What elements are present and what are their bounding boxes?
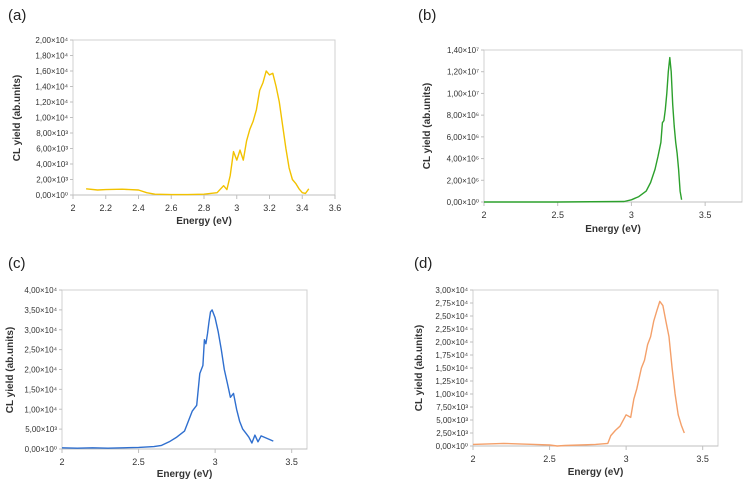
panel-label: (c) xyxy=(8,255,26,272)
y-tick-label: 3,00×10⁴ xyxy=(24,326,57,335)
series-line xyxy=(484,56,683,203)
y-tick-label: 3,00×10⁴ xyxy=(435,286,468,295)
x-axis-title: Energy (eV) xyxy=(176,216,232,227)
panel-label: (a) xyxy=(8,7,26,24)
y-tick-label: 5,00×10³ xyxy=(25,425,57,434)
y-tick-label: 2,00×10⁶ xyxy=(447,176,479,185)
y-tick-label: 4,00×10⁴ xyxy=(24,286,57,295)
x-tick-label: 3.5 xyxy=(699,210,712,220)
y-axis-title: CL yield (ab.units) xyxy=(5,327,16,414)
y-tick-label: 0,00×10⁰ xyxy=(436,442,468,451)
y-tick-label: 2,25×10⁴ xyxy=(435,325,468,334)
y-tick-label: 2,50×10³ xyxy=(436,429,468,438)
chart-panel-4: (d) 2 2.5 3 3.5 0,00×10⁰ 2,50×10³ 5,00×10³ 7,50×… xyxy=(414,255,719,478)
y-tick-label: 7,50×10³ xyxy=(436,403,468,412)
panel-label: (d) xyxy=(414,255,432,272)
y-tick-label: 5,00×10³ xyxy=(436,416,468,425)
x-tick-label: 2 xyxy=(59,457,64,467)
y-axis-title: CL yield (ab.units) xyxy=(12,75,23,162)
y-tick-label: 2,75×10⁴ xyxy=(435,299,468,308)
y-tick-label: 1,60×10⁴ xyxy=(35,67,68,76)
y-tick-label: 1,00×10⁴ xyxy=(24,405,57,414)
y-axis-title: CL yield (ab.units) xyxy=(414,325,425,412)
y-tick-label: 0,00×10⁰ xyxy=(447,198,479,207)
y-tick-label: 1,20×10⁴ xyxy=(35,98,68,107)
x-tick-label: 2 xyxy=(70,203,75,213)
x-tick-label: 2.4 xyxy=(132,203,145,213)
x-tick-label: 3 xyxy=(234,203,239,213)
panel-label: (b) xyxy=(418,7,436,24)
x-tick-label: 2 xyxy=(470,454,475,464)
y-tick-label: 2,00×10⁴ xyxy=(24,366,57,375)
x-tick-label: 3 xyxy=(213,457,218,467)
x-tick-label: 2.5 xyxy=(543,454,556,464)
y-tick-label: 6,00×10³ xyxy=(36,145,68,154)
y-tick-label: 0,00×10⁰ xyxy=(36,191,68,200)
x-axis-title: Energy (eV) xyxy=(585,224,641,235)
y-tick-label: 4,00×10⁶ xyxy=(447,155,479,164)
y-tick-label: 2,50×10⁴ xyxy=(24,346,57,355)
y-tick-label: 1,40×10⁴ xyxy=(35,83,68,92)
y-tick-label: 2,00×10⁴ xyxy=(435,338,468,347)
y-tick-label: 1,40×10⁷ xyxy=(447,46,479,55)
x-tick-label: 2.6 xyxy=(165,203,178,213)
y-tick-label: 3,50×10⁴ xyxy=(24,306,57,315)
y-axis-title: CL yield (ab.units) xyxy=(422,83,433,170)
x-tick-label: 3.2 xyxy=(263,203,276,213)
y-tick-label: 2,00×10⁴ xyxy=(35,36,68,45)
y-tick-label: 1,75×10⁴ xyxy=(435,351,468,360)
y-tick-label: 1,00×10⁷ xyxy=(447,89,479,98)
x-tick-label: 3.6 xyxy=(329,203,342,213)
y-tick-label: 1,00×10⁴ xyxy=(435,390,468,399)
x-tick-label: 3 xyxy=(624,454,629,464)
x-tick-label: 2.8 xyxy=(198,203,211,213)
chart-panel-2: (b) 2 2.5 3 3.5 0,00×10⁰ 2,00×10⁶ 4,00×10⁶ 6,00×… xyxy=(418,7,743,235)
series-line xyxy=(472,300,685,447)
x-tick-label: 3 xyxy=(629,210,634,220)
x-axis-title: Energy (eV) xyxy=(568,467,624,478)
x-tick-label: 2.2 xyxy=(99,203,112,213)
y-tick-label: 1,20×10⁷ xyxy=(447,68,479,77)
series-line xyxy=(61,309,274,449)
x-tick-label: 2.5 xyxy=(132,457,145,467)
y-tick-label: 1,50×10⁴ xyxy=(435,364,468,373)
chart-panel-3: (c) 2 2.5 3 3.5 0,00×10⁰ 5,00×10³ 1,00×10⁴ 1,50×… xyxy=(5,255,308,480)
x-axis-title: Energy (eV) xyxy=(157,469,213,480)
plot-frame xyxy=(72,39,336,196)
y-tick-label: 1,80×10⁴ xyxy=(35,52,68,61)
y-tick-label: 6,00×10⁶ xyxy=(447,133,479,142)
x-tick-label: 3.4 xyxy=(296,203,309,213)
y-tick-label: 1,00×10⁴ xyxy=(35,114,68,123)
y-tick-label: 4,00×10³ xyxy=(36,160,68,169)
plot-frame xyxy=(61,289,308,450)
plot-frame xyxy=(483,49,743,203)
x-tick-label: 2 xyxy=(481,210,486,220)
x-tick-label: 2.5 xyxy=(551,210,564,220)
y-tick-label: 8,00×10⁶ xyxy=(447,111,479,120)
y-tick-label: 8,00×10³ xyxy=(36,129,68,138)
y-tick-label: 0,00×10⁰ xyxy=(25,445,57,454)
chart-panel-1: (a) 2 2.2 2.4 2.6 2.8 3 3.2 3.4 3.6 0,00×10⁰ 2,00×1… xyxy=(8,7,341,227)
series-line xyxy=(86,70,310,196)
x-tick-label: 3.5 xyxy=(285,457,298,467)
x-tick-label: 3.5 xyxy=(696,454,709,464)
y-tick-label: 1,50×10⁴ xyxy=(24,385,57,394)
y-tick-label: 2,00×10³ xyxy=(36,176,68,185)
y-tick-label: 2,50×10⁴ xyxy=(435,312,468,321)
y-tick-label: 1,25×10⁴ xyxy=(435,377,468,386)
